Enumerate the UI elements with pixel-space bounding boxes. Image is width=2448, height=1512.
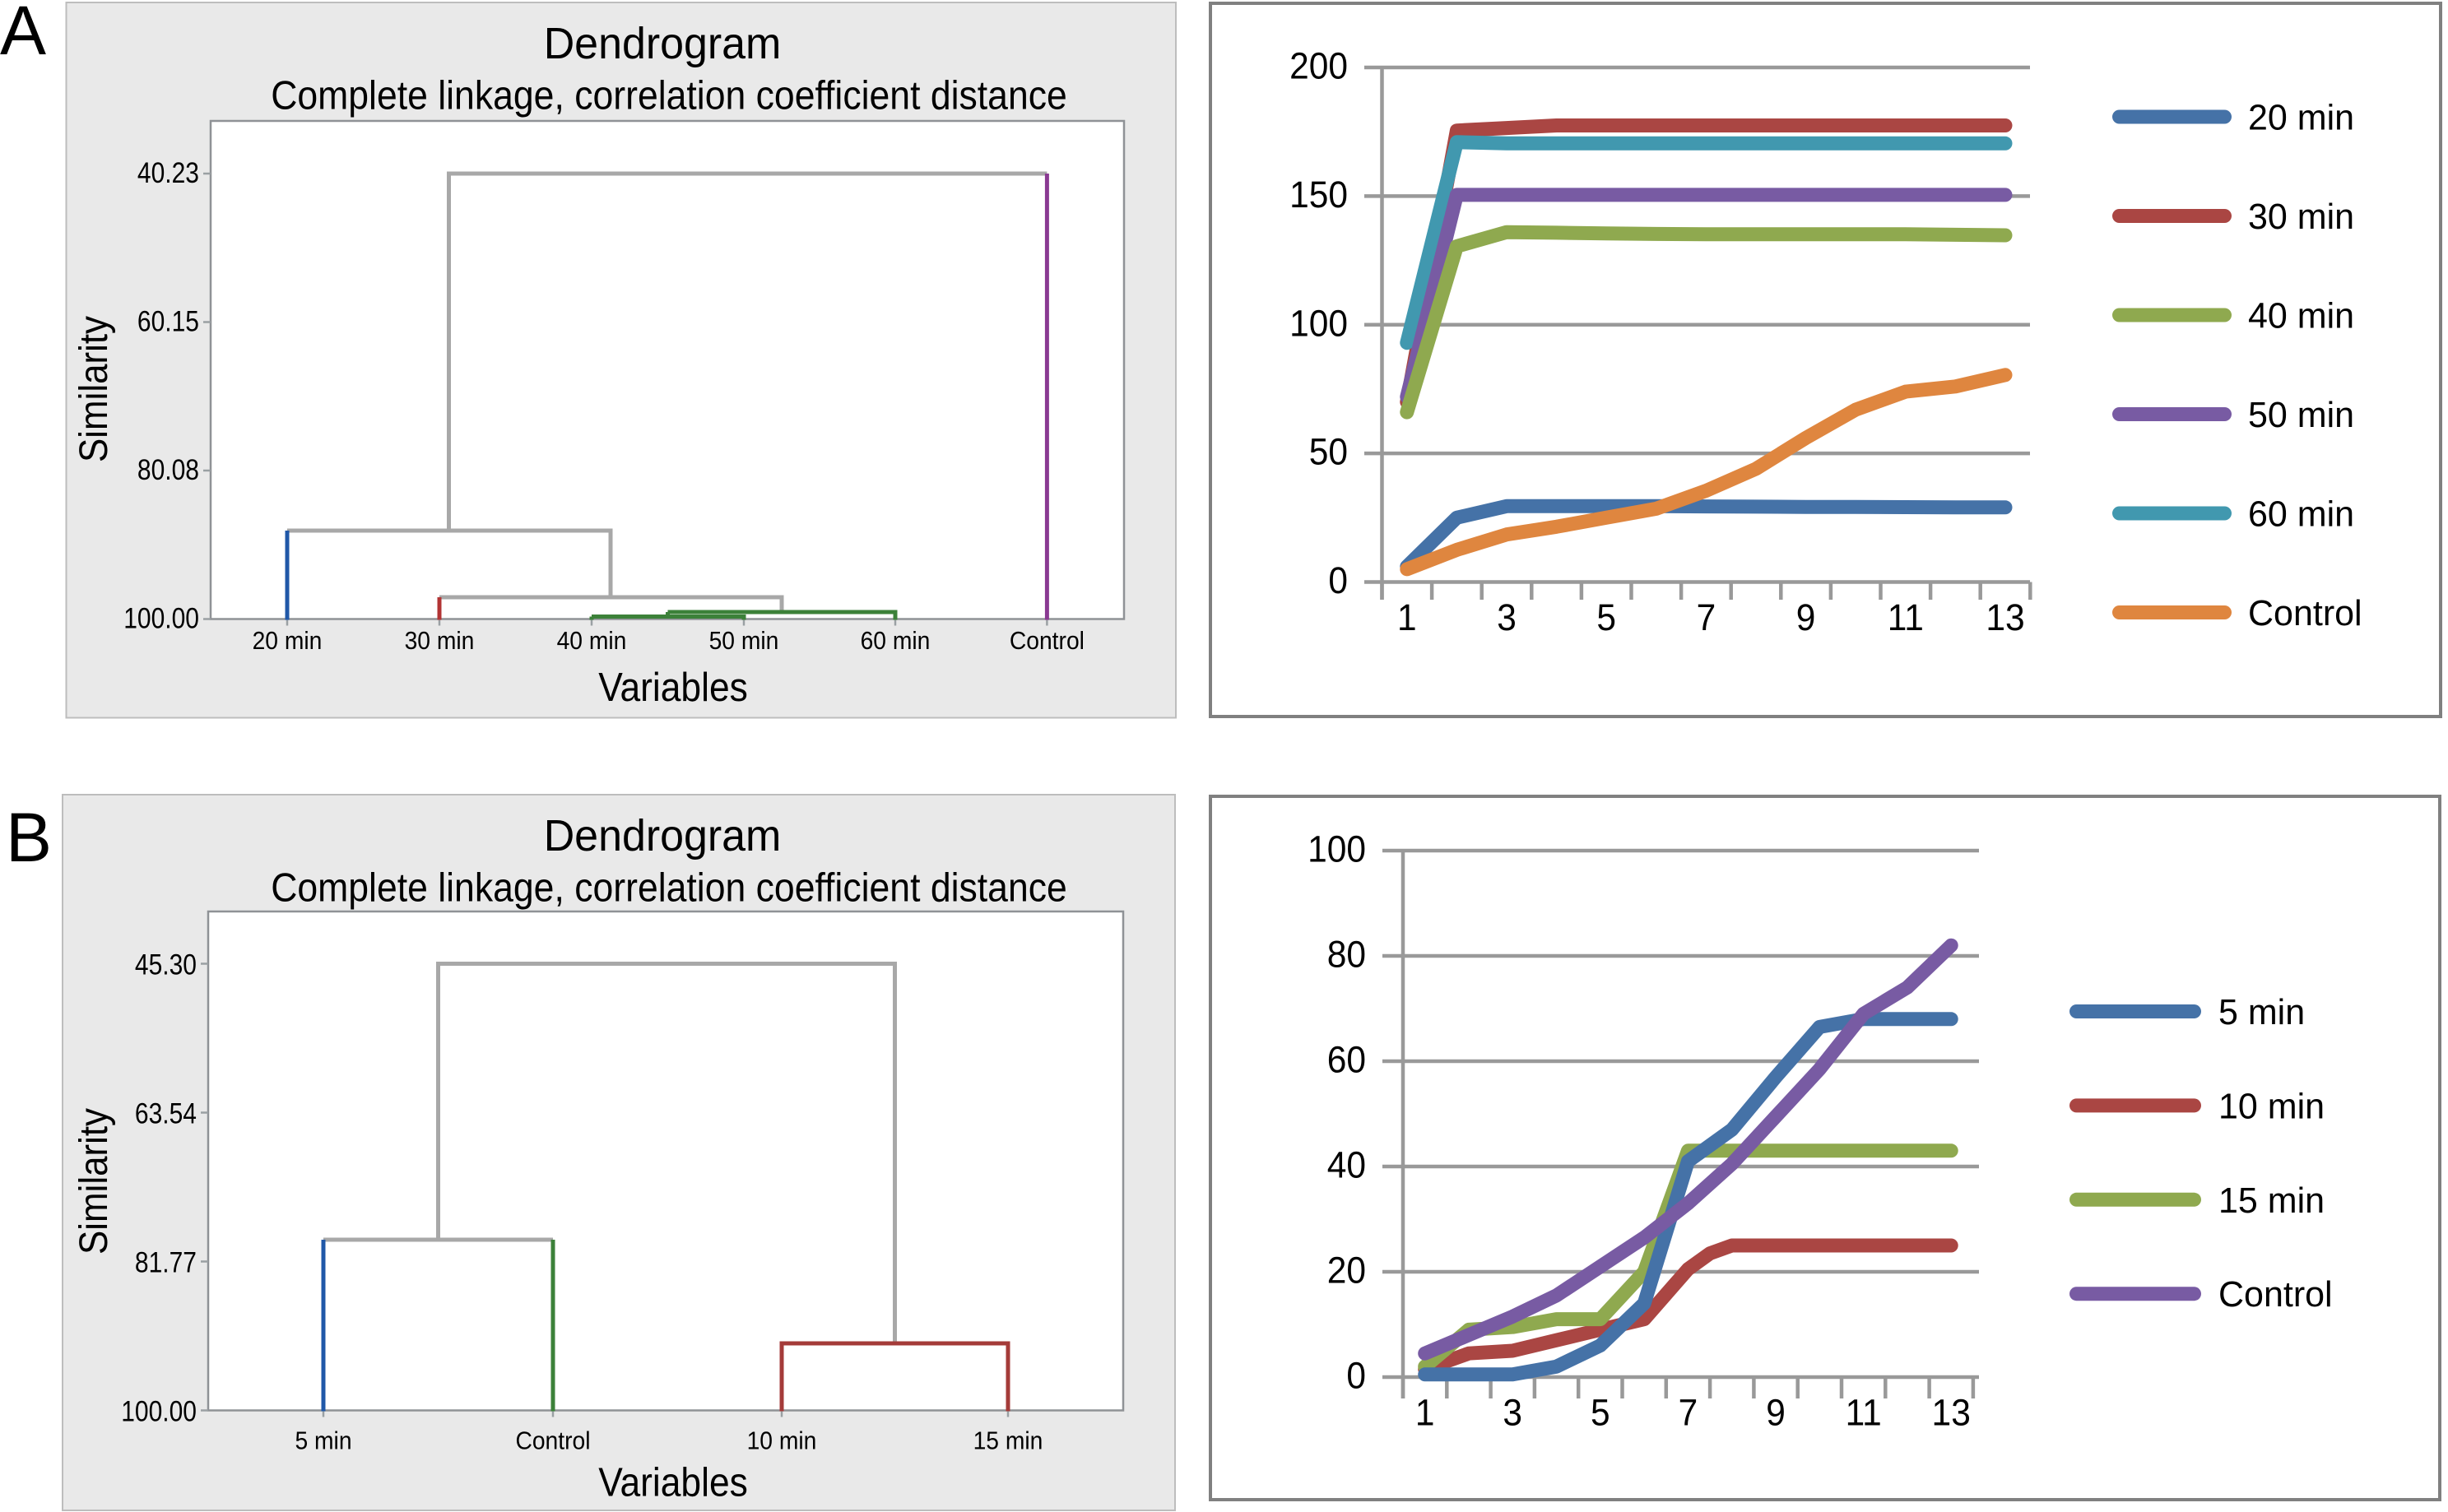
svg-text:10 min: 10 min bbox=[2218, 1086, 2325, 1126]
svg-text:10 min: 10 min bbox=[747, 1426, 817, 1455]
svg-text:60: 60 bbox=[1327, 1039, 1366, 1081]
svg-text:5 min: 5 min bbox=[295, 1426, 351, 1455]
svg-text:Control: Control bbox=[515, 1426, 590, 1455]
svg-text:80.08: 80.08 bbox=[137, 454, 199, 486]
svg-text:45.30: 45.30 bbox=[135, 949, 197, 981]
svg-text:Dendrogram: Dendrogram bbox=[544, 20, 782, 68]
svg-text:20 min: 20 min bbox=[253, 626, 323, 655]
svg-text:3: 3 bbox=[1497, 596, 1517, 638]
svg-text:50 min: 50 min bbox=[2248, 395, 2354, 435]
svg-text:7: 7 bbox=[1679, 1392, 1698, 1434]
svg-text:Complete linkage, correlation: Complete linkage, correlation coefficien… bbox=[271, 74, 1067, 118]
svg-text:30 min: 30 min bbox=[2248, 197, 2354, 237]
svg-text:15 min: 15 min bbox=[2218, 1180, 2325, 1221]
svg-text:81.77: 81.77 bbox=[135, 1247, 197, 1279]
svg-text:5: 5 bbox=[1596, 596, 1616, 638]
svg-text:1: 1 bbox=[1397, 596, 1417, 638]
svg-text:Complete linkage, correlation: Complete linkage, correlation coefficien… bbox=[271, 866, 1067, 911]
svg-text:Similarity: Similarity bbox=[72, 1107, 116, 1255]
svg-text:3: 3 bbox=[1503, 1392, 1522, 1434]
svg-text:9: 9 bbox=[1796, 596, 1816, 638]
svg-text:100: 100 bbox=[1289, 302, 1348, 344]
svg-text:60.15: 60.15 bbox=[137, 306, 199, 338]
svg-text:A: A bbox=[0, 0, 46, 69]
svg-text:Control: Control bbox=[2218, 1274, 2333, 1315]
svg-text:150: 150 bbox=[1289, 174, 1348, 216]
svg-text:B: B bbox=[6, 799, 52, 876]
svg-text:1: 1 bbox=[1415, 1392, 1435, 1434]
svg-text:60 min: 60 min bbox=[861, 626, 931, 655]
svg-text:20: 20 bbox=[1327, 1250, 1366, 1292]
svg-text:100.00: 100.00 bbox=[123, 603, 199, 635]
svg-text:50: 50 bbox=[1309, 431, 1348, 473]
svg-text:100: 100 bbox=[1308, 828, 1366, 870]
svg-text:20 min: 20 min bbox=[2248, 98, 2354, 138]
svg-text:100.00: 100.00 bbox=[121, 1396, 197, 1428]
svg-text:40.23: 40.23 bbox=[137, 157, 199, 189]
svg-text:40 min: 40 min bbox=[2248, 296, 2354, 336]
svg-text:0: 0 bbox=[1328, 559, 1348, 601]
svg-text:60 min: 60 min bbox=[2248, 494, 2354, 535]
svg-text:Control: Control bbox=[2248, 593, 2362, 633]
svg-text:Similarity: Similarity bbox=[72, 315, 116, 462]
svg-text:80: 80 bbox=[1327, 934, 1366, 976]
svg-text:30 min: 30 min bbox=[405, 626, 475, 655]
svg-text:13: 13 bbox=[1932, 1392, 1971, 1434]
svg-text:5 min: 5 min bbox=[2218, 992, 2305, 1032]
svg-text:40 min: 40 min bbox=[557, 626, 627, 655]
svg-text:63.54: 63.54 bbox=[135, 1098, 197, 1130]
svg-text:40: 40 bbox=[1327, 1144, 1366, 1186]
svg-text:50 min: 50 min bbox=[709, 626, 779, 655]
svg-text:Control: Control bbox=[1010, 626, 1085, 655]
svg-text:11: 11 bbox=[1888, 596, 1924, 638]
svg-text:Variables: Variables bbox=[598, 1460, 748, 1505]
svg-text:13: 13 bbox=[1986, 596, 2024, 638]
svg-text:200: 200 bbox=[1289, 45, 1348, 87]
svg-text:7: 7 bbox=[1697, 596, 1716, 638]
svg-text:5: 5 bbox=[1591, 1392, 1610, 1434]
svg-text:Variables: Variables bbox=[598, 665, 748, 710]
svg-text:11: 11 bbox=[1846, 1392, 1882, 1434]
svg-text:15 min: 15 min bbox=[973, 1426, 1043, 1455]
svg-text:9: 9 bbox=[1766, 1392, 1786, 1434]
svg-text:Dendrogram: Dendrogram bbox=[544, 812, 782, 860]
svg-text:0: 0 bbox=[1346, 1355, 1366, 1397]
